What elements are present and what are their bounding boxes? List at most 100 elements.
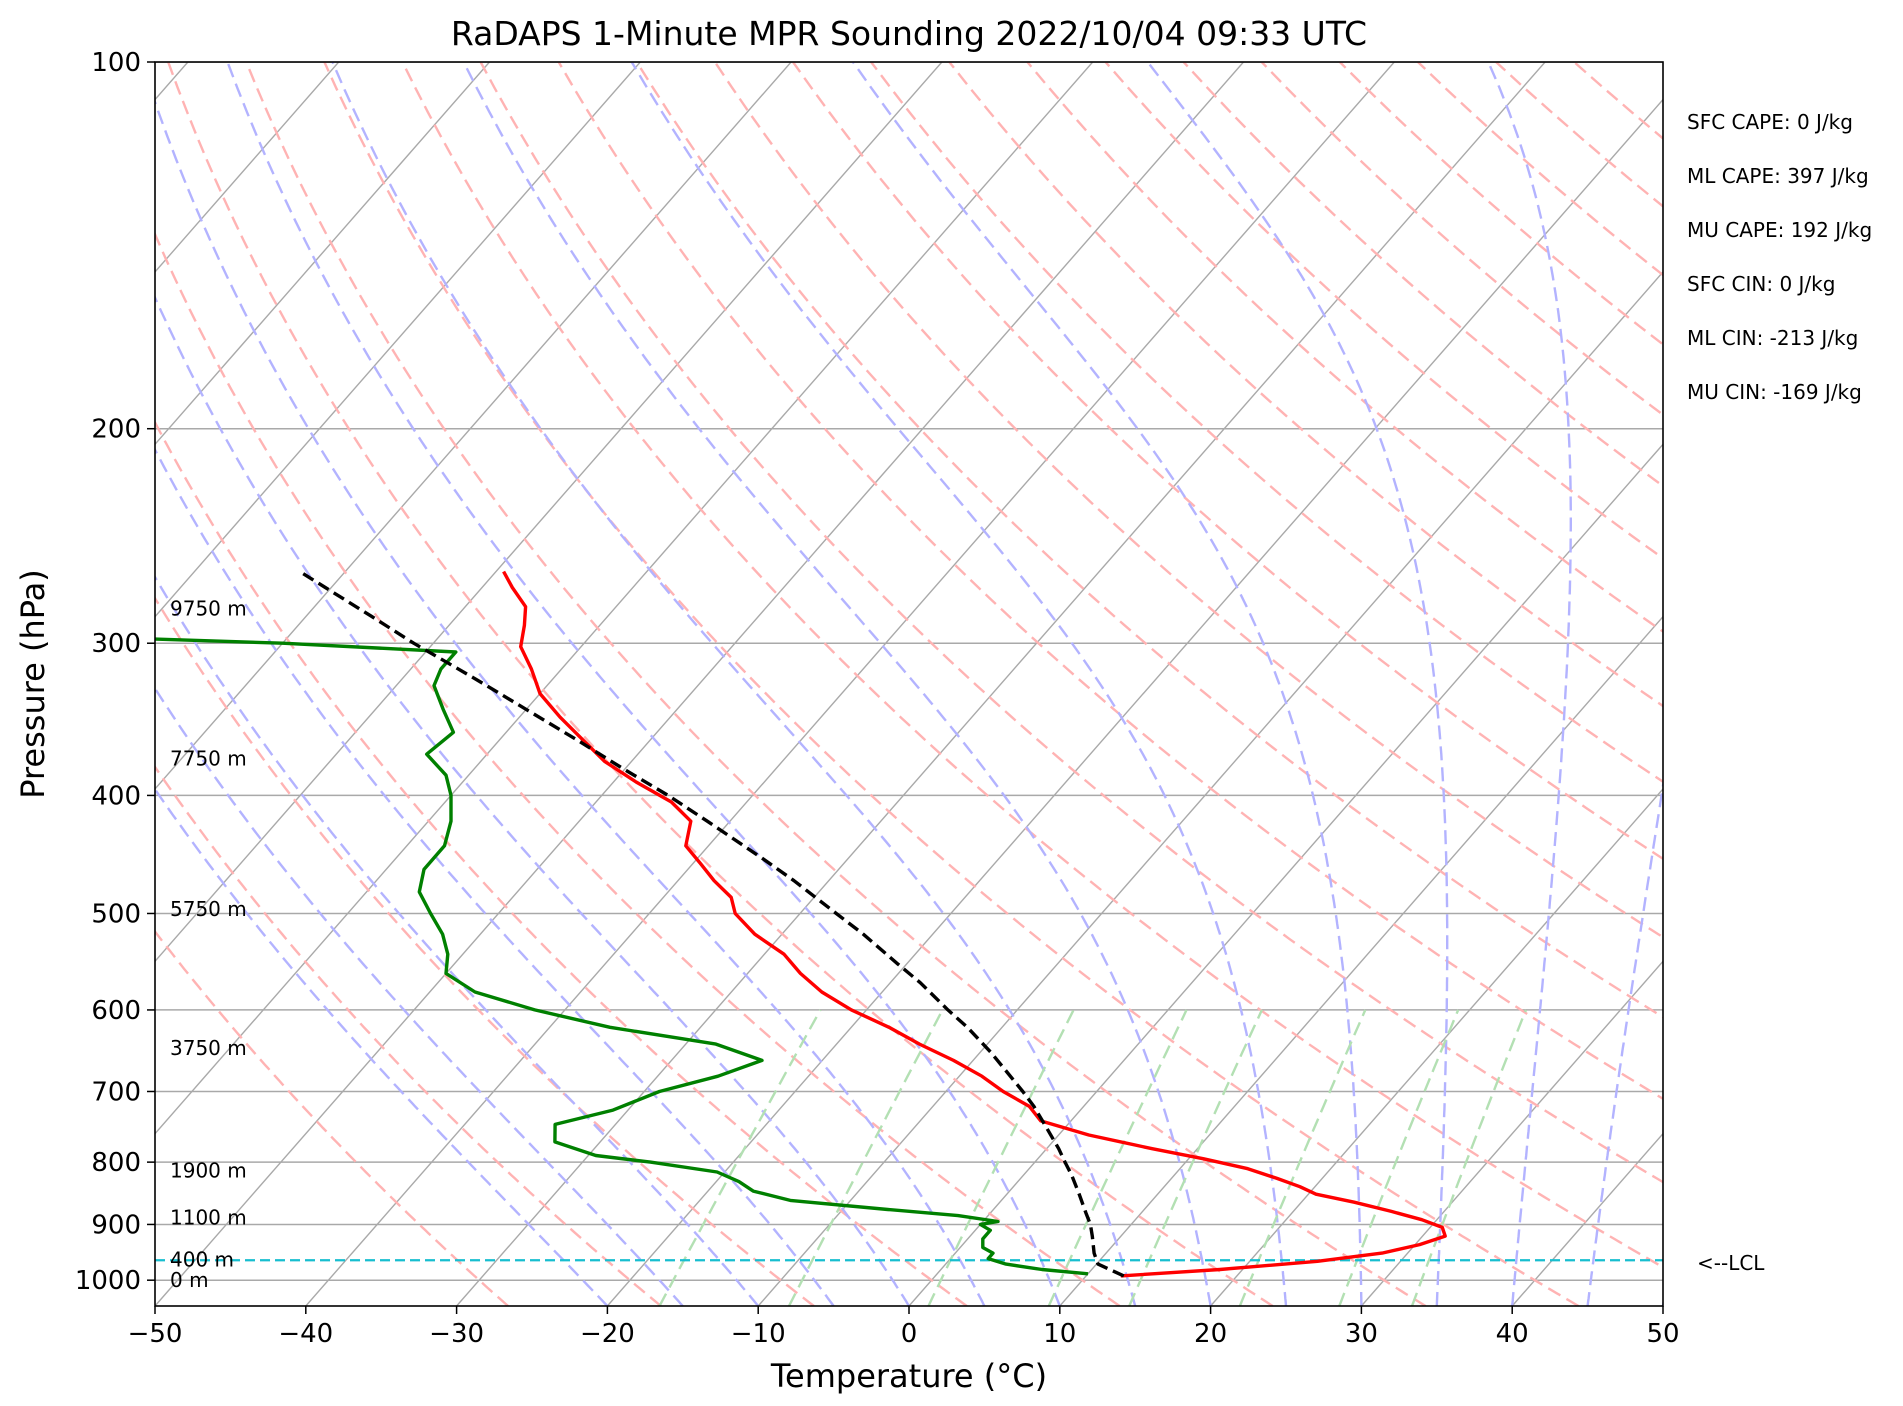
moist-adiabat-line — [155, 686, 684, 1306]
isotherm-line — [155, 62, 792, 791]
isotherm-line — [1814, 62, 1903, 1306]
moist-adiabat-line — [331, 62, 1137, 1306]
y-tick-label: 700 — [91, 1077, 141, 1107]
isotherm-line — [456, 62, 1546, 1306]
dry-adiabat-line — [1417, 62, 1663, 277]
lcl-label: <--LCL — [1697, 1251, 1765, 1275]
y-tick-label: 800 — [91, 1148, 141, 1178]
plot-frame — [154, 61, 1664, 1307]
parameter-label: MU CAPE: 192 J/kg — [1687, 218, 1872, 242]
chart-title: RaDAPS 1-Minute MPR Sounding 2022/10/04 … — [451, 14, 1367, 53]
isotherm-line — [155, 62, 943, 963]
isotherm-line — [606, 98, 1663, 1306]
dry-adiabat-line — [1026, 62, 1663, 633]
parameter-label: ML CIN: -213 J/kg — [1687, 326, 1858, 350]
dry-adiabat-line — [948, 62, 1663, 708]
height-label: 5750 m — [170, 897, 247, 921]
dry-adiabat-line — [635, 62, 1663, 1019]
dry-adiabat-line — [792, 62, 1663, 861]
dry-adiabat-line — [1573, 62, 1663, 140]
moist-adiabat-line — [155, 98, 986, 1306]
axis-layer: −50 −40 −30 −20 −10 0 10 20 30 40 50 100 200 300 400 50… — [75, 48, 1872, 1349]
moist-adiabat-line — [1586, 778, 1663, 1306]
height-label: 9750 m — [170, 597, 247, 621]
x-tick-label: 50 — [1646, 1319, 1679, 1349]
moist-adiabat-line — [852, 62, 1363, 1306]
y-tick-label: 200 — [91, 415, 141, 445]
parameter-label: SFC CAPE: 0 J/kg — [1687, 110, 1853, 134]
y-tick-label: 400 — [91, 781, 141, 811]
moist-adiabat-line — [1661, 1297, 1663, 1306]
x-tick-label: −20 — [580, 1319, 635, 1349]
moist-adiabat-line — [155, 447, 835, 1306]
isotherm-line — [305, 62, 1395, 1306]
x-tick-label: 20 — [1194, 1319, 1227, 1349]
x-tick-label: 0 — [901, 1319, 918, 1349]
isotherm-line — [1662, 1304, 1663, 1306]
mixing-ratio-line — [1410, 1009, 1528, 1306]
moist-adiabat-line — [226, 62, 1061, 1306]
isotherm-line — [1360, 960, 1663, 1306]
x-tick-label: 40 — [1496, 1319, 1529, 1349]
mixing-ratio-line — [787, 1009, 944, 1306]
x-tick-label: 10 — [1043, 1319, 1076, 1349]
isotherm-line — [1059, 615, 1663, 1306]
x-tick-label: −50 — [128, 1319, 183, 1349]
x-tick-label: −10 — [731, 1319, 786, 1349]
x-axis-title: Temperature (°C) — [770, 1357, 1047, 1395]
moist-adiabat-line — [1146, 62, 1449, 1306]
isotherm-line — [155, 62, 1245, 1306]
dry-adiabat-line — [245, 62, 1427, 1306]
dry-adiabat-line — [401, 62, 1663, 1269]
dry-adiabat-line — [155, 231, 1121, 1306]
isotherm-line — [1511, 1132, 1663, 1306]
dry-adiabat-line — [167, 62, 1274, 1306]
moist-adiabat-line — [155, 787, 609, 1306]
temperature-profile — [502, 570, 1447, 1278]
isotherm-line — [155, 62, 340, 274]
mixing-ratio-line — [658, 1009, 822, 1306]
y-tick-label: 600 — [91, 996, 141, 1026]
moist-adiabat-line — [462, 62, 1212, 1306]
mixing-ratio-line — [1047, 1009, 1188, 1306]
parameter-label: MU CIN: -169 J/kg — [1687, 380, 1862, 404]
parcel-profile — [299, 570, 1125, 1278]
moist-adiabat-line — [1487, 62, 1572, 1306]
data-layer — [155, 570, 1663, 1278]
height-label: 7750 m — [170, 746, 247, 770]
x-tick-label: −40 — [278, 1319, 333, 1349]
isotherm-line — [155, 62, 491, 446]
dry-adiabat-line — [1495, 62, 1663, 208]
dry-adiabat-line — [1104, 62, 1663, 560]
dry-adiabat-line — [557, 62, 1663, 1101]
dry-adiabat-line — [155, 929, 509, 1306]
x-tick-label: −30 — [429, 1319, 484, 1349]
mixing-ratio-line — [1338, 1009, 1460, 1306]
height-label: 1100 m — [170, 1205, 247, 1229]
moist-adiabat-line — [155, 574, 760, 1306]
dewpoint-profile — [155, 637, 1089, 1276]
moist-adiabat-line — [155, 294, 911, 1306]
dry-adiabat-line — [479, 62, 1663, 1184]
parameter-label: ML CAPE: 397 J/kg — [1687, 164, 1869, 188]
y-tick-label: 900 — [91, 1210, 141, 1240]
y-axis-title: Pressure (hPa) — [14, 569, 52, 799]
height-label: 1900 m — [170, 1159, 247, 1183]
height-label: 400 m — [170, 1248, 234, 1272]
isotherm-line — [908, 443, 1663, 1306]
isotherm-line — [757, 270, 1663, 1306]
isotherm-line — [155, 62, 1094, 1135]
x-tick-label: 30 — [1345, 1319, 1378, 1349]
moist-adiabat-line — [630, 62, 1288, 1306]
dry-adiabat-line — [870, 62, 1663, 784]
y-tick-label: 100 — [91, 48, 141, 78]
dry-adiabat-line — [713, 62, 1663, 939]
y-tick-label: 1000 — [75, 1266, 141, 1296]
height-label: 0 m — [170, 1268, 209, 1292]
grid-layer — [155, 62, 1903, 1306]
dry-adiabat-line — [155, 596, 815, 1306]
dry-adiabat-line — [323, 62, 1580, 1306]
isotherm-line — [155, 62, 641, 618]
y-tick-label: 500 — [91, 899, 141, 929]
